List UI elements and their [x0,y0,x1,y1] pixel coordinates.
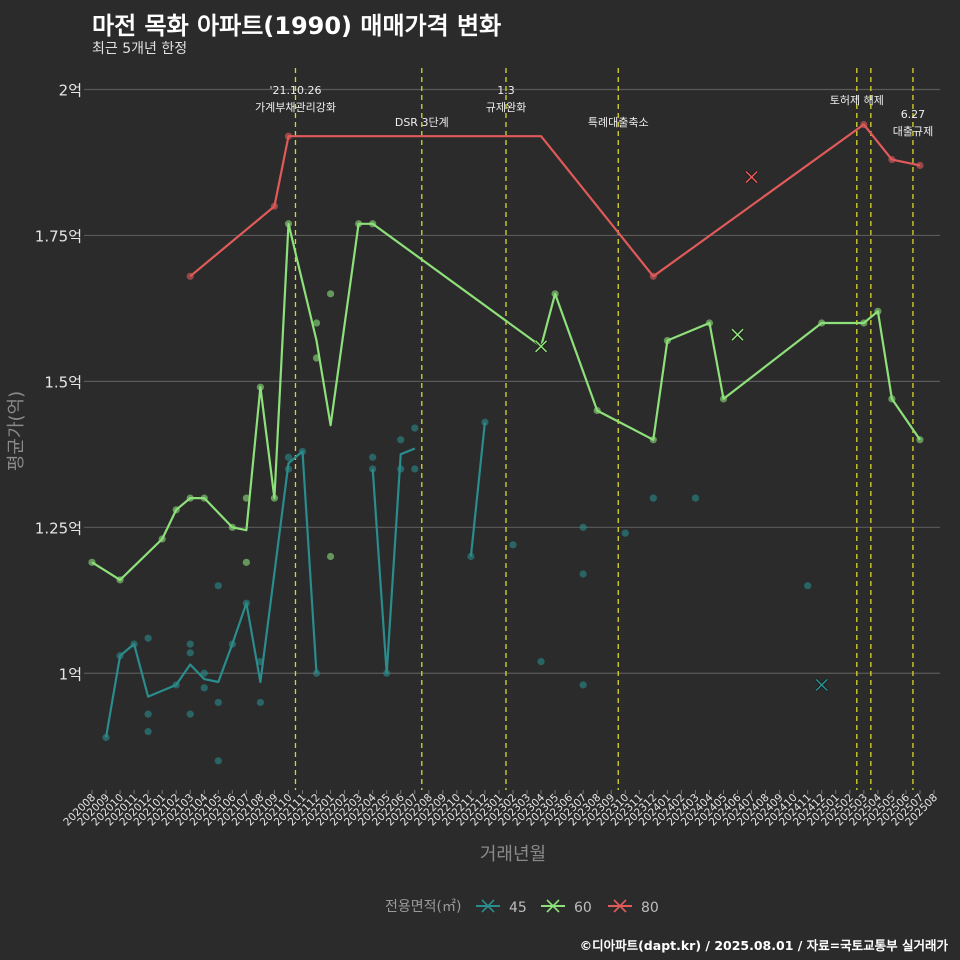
x-axis-title: 거래년월 [480,844,546,865]
series-45-point [579,570,587,578]
series-45-point [411,424,419,432]
series-45-point [256,698,264,707]
series-60-point [312,319,321,327]
series-80-line [189,123,921,278]
y-tick-label: 1.25억 [35,519,82,537]
series-60-cancelled-mark [534,339,548,353]
series-45-point [200,669,208,677]
series-60-cancelled-mark [730,328,745,342]
series-45-point [214,757,222,765]
event-label: DSR 3단계 [395,116,449,129]
event-label: 1.3 [497,84,515,97]
legend-label-60: 60 [574,900,592,916]
series-45-line [371,447,416,675]
y-axis-title: 평균가(억) [6,391,27,471]
source-caption: ©디아파트(dapt.kr) / 2025.08.01 / 자료=국토교통부 실… [579,938,948,953]
series-45-point [579,681,587,689]
legend-title: 전용면적(㎡) [385,899,461,915]
series-45-point [214,582,222,590]
series-80-cancelled-mark [745,170,759,184]
event-label: 가계부채관리강화 [255,101,336,114]
chart-subtitle: 최근 5개년 한정 [92,41,188,57]
series-45-point [579,523,587,531]
event-label: 규제완화 [486,101,526,114]
legend-label-45: 45 [509,900,527,916]
event-label: 특례대출축소 [588,116,649,129]
y-tick-label: 1.5억 [44,373,82,391]
y-tick-label: 1.75억 [35,227,82,245]
series-45-point [144,634,152,642]
chart-title: 마전 목화 아파트(1990) 매매가격 변화 [92,12,502,40]
series-60-point [326,552,335,561]
series-45-point [397,436,405,444]
series-45-point [200,684,208,692]
event-label: 대출규제 [893,125,933,138]
series-45-point [804,582,812,590]
series-45-point [144,728,152,736]
series-60-point [242,558,250,566]
event-label: 6.27 [901,108,926,121]
series-45-point [691,494,700,502]
series-45-point [214,698,222,707]
event-label: 토허제 해제 [830,93,884,107]
series-60-point [242,494,250,502]
series-45-point [467,552,475,561]
series-45-line [104,450,318,738]
series-45-point [537,657,545,666]
series-60-point [326,290,335,298]
event-label: '21.10.26 [269,84,321,97]
series-45-point [144,710,152,718]
series-45-point [411,465,419,473]
series-45-point [649,494,657,502]
series-45-point [186,640,194,648]
legend-x-icon [613,899,627,913]
series-45-line [469,422,486,557]
series-45-point [186,649,194,657]
series-45-point [186,710,194,718]
series-45-cancelled-mark [815,678,829,692]
legend-label-80: 80 [641,900,659,916]
legend-x-icon [481,899,495,913]
y-tick-label: 2억 [59,82,82,100]
legend-x-icon [546,899,560,913]
series-45-point [509,541,517,549]
y-tick-label: 1억 [59,665,82,683]
series-45-point [621,529,629,537]
series-45-point [284,453,293,461]
series-60-line [91,222,921,581]
series-45-point [369,453,377,461]
